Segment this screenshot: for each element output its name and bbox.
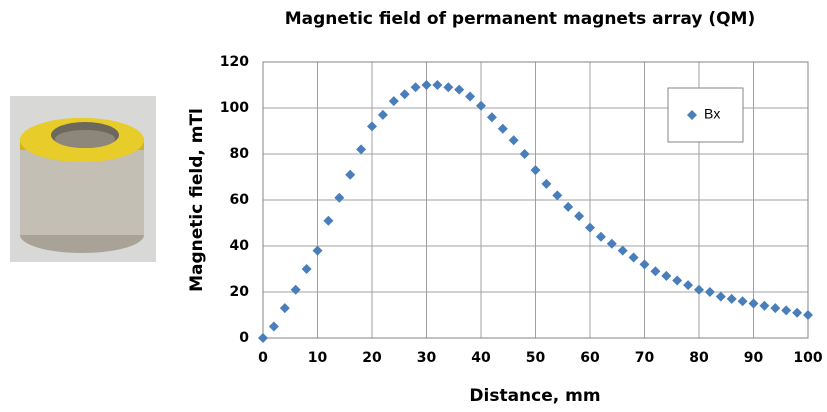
data-point	[704, 287, 715, 297]
x-tick-label: 80	[689, 350, 709, 366]
data-point	[617, 245, 628, 256]
x-tick-label: 50	[526, 350, 546, 366]
data-point	[650, 266, 661, 277]
data-point	[563, 201, 574, 212]
data-point	[737, 296, 748, 307]
data-point	[258, 333, 268, 343]
data-point	[334, 192, 345, 203]
data-point	[377, 109, 388, 120]
data-point	[486, 112, 497, 123]
x-tick-label: 60	[580, 350, 600, 366]
x-tick-label: 70	[635, 350, 655, 366]
data-point	[290, 284, 301, 295]
x-tick-label: 20	[362, 350, 382, 366]
data-point	[661, 270, 672, 281]
data-point	[770, 303, 781, 314]
x-tick-label: 0	[258, 350, 268, 366]
data-point	[606, 238, 617, 249]
data-point	[585, 222, 595, 233]
data-point	[574, 211, 585, 222]
legend-label: Bx	[704, 106, 720, 122]
data-point	[301, 264, 312, 274]
data-point	[345, 169, 356, 180]
data-point	[312, 245, 323, 256]
data-point	[356, 144, 367, 155]
data-point	[476, 100, 486, 111]
data-point	[410, 82, 421, 93]
y-tick-label: 120	[220, 54, 249, 70]
data-point	[367, 121, 377, 132]
data-point	[432, 80, 443, 90]
x-tick-label: 10	[308, 350, 328, 366]
data-point	[508, 135, 519, 146]
data-point	[268, 321, 279, 332]
y-axis-label: Magnetic field, mTl	[187, 108, 207, 292]
x-tick-label: 100	[793, 350, 822, 366]
data-point	[323, 215, 334, 226]
plot-border	[262, 61, 809, 339]
legend-box	[667, 87, 744, 143]
data-point	[748, 298, 759, 309]
legend-marker	[687, 110, 697, 120]
x-tick-label: 90	[744, 350, 764, 366]
data-point	[781, 305, 792, 316]
x-tick-label: 30	[417, 350, 437, 366]
data-point	[454, 84, 465, 95]
y-tick-label: 80	[230, 146, 250, 162]
data-point	[726, 293, 737, 304]
data-point	[497, 123, 508, 134]
data-point	[443, 82, 454, 93]
data-point	[803, 310, 813, 320]
data-point	[421, 80, 432, 90]
data-point	[399, 89, 410, 100]
data-point	[279, 303, 290, 314]
x-axis-label: Distance, mm	[469, 386, 600, 406]
y-tick-label: 20	[230, 284, 250, 300]
chart-title: Magnetic field of permanent magnets arra…	[285, 9, 755, 29]
data-point	[388, 96, 399, 107]
data-point	[541, 178, 552, 189]
y-tick-label: 0	[239, 330, 249, 346]
data-point	[639, 259, 650, 270]
y-tick-label: 100	[220, 100, 249, 116]
data-point	[715, 291, 726, 302]
data-point	[759, 300, 770, 311]
data-point	[792, 307, 803, 318]
data-point	[595, 231, 606, 242]
data-point	[552, 190, 563, 201]
data-point	[672, 275, 683, 286]
x-tick-label: 40	[471, 350, 491, 366]
data-point	[694, 284, 704, 295]
data-point	[519, 149, 530, 159]
data-point	[465, 91, 476, 102]
y-tick-label: 60	[230, 192, 250, 208]
legend: Bx	[667, 87, 744, 143]
data-point	[683, 280, 694, 291]
y-tick-label: 40	[230, 238, 250, 254]
data-point	[628, 252, 639, 263]
data-point	[530, 165, 541, 176]
magnet-photo	[10, 96, 156, 262]
